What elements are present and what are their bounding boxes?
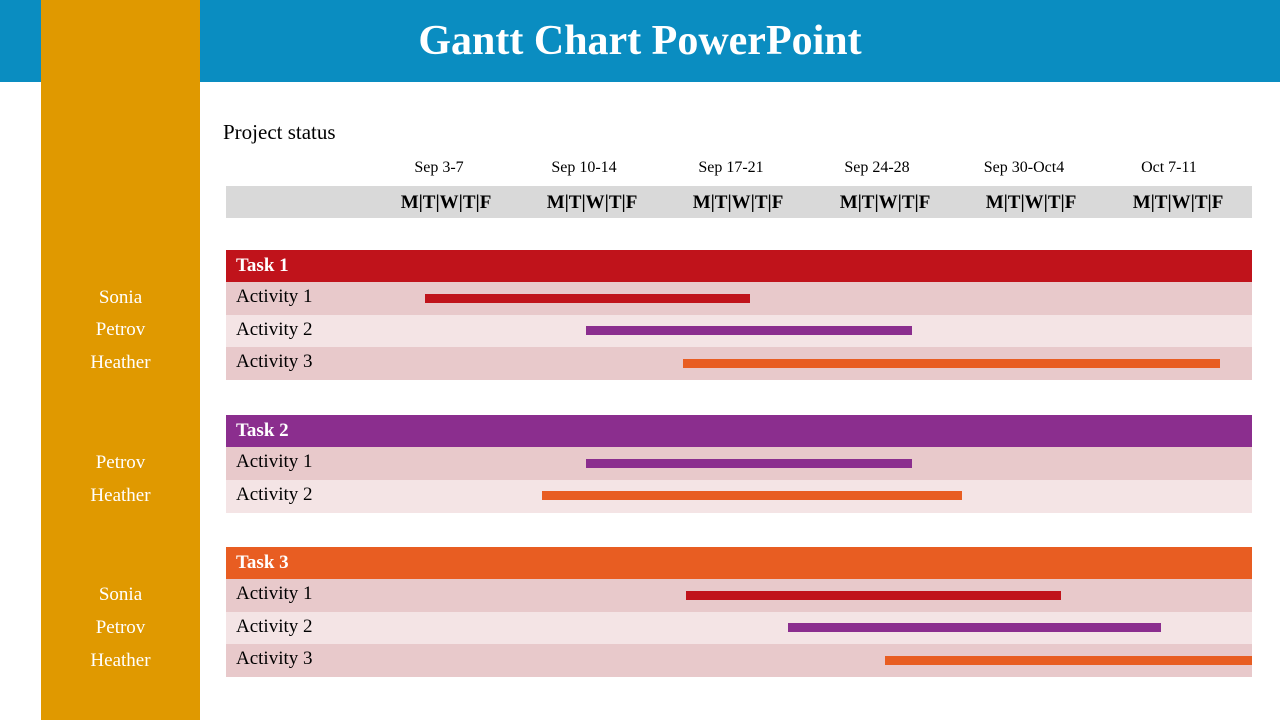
person-name: Heather xyxy=(90,485,151,506)
week-label: Sep 3-7 xyxy=(414,159,464,176)
activity-bar xyxy=(586,458,912,468)
day-label: M|T|W|T|F xyxy=(692,192,784,213)
people-sidebar xyxy=(41,0,200,720)
day-label: M|T|W|T|F xyxy=(546,192,638,213)
person-name: Sonia xyxy=(98,287,143,308)
day-header-row xyxy=(226,186,1252,218)
week-label: Sep 10-14 xyxy=(551,159,617,176)
activity-label: Activity 3 xyxy=(236,648,313,669)
week-label: Sep 17-21 xyxy=(698,159,764,176)
title-bar xyxy=(0,0,1280,82)
day-label: M|T|W|T|F xyxy=(839,192,931,213)
activity-bar xyxy=(682,358,1220,368)
activity-label: Activity 2 xyxy=(236,615,313,637)
week-label: Oct 7-11 xyxy=(1141,159,1197,176)
activity-label: Activity 1 xyxy=(236,286,313,307)
task-label: Task 3 xyxy=(236,552,289,573)
activity-bar xyxy=(885,655,1252,665)
activity-row: Activity 1 xyxy=(226,579,1252,612)
task-label: Task 1 xyxy=(236,255,289,276)
activity-label: Activity 2 xyxy=(236,483,313,505)
activity-bar xyxy=(788,623,1161,633)
activity-bar xyxy=(424,293,751,303)
day-label: M|T|W|T|F xyxy=(400,192,492,213)
person-name: Petrov xyxy=(95,452,146,473)
day-label: M|T|W|T|F xyxy=(985,192,1077,213)
week-label: Sep 30-Oct4 xyxy=(983,159,1065,176)
activity-bar xyxy=(542,491,962,501)
task-label: Task 2 xyxy=(236,420,289,441)
person-name: Sonia xyxy=(98,584,143,605)
activity-bar xyxy=(586,326,912,336)
activity-bar xyxy=(685,590,1062,600)
slide-title: Gantt Chart PowerPoint xyxy=(418,18,862,64)
task-header: Task 3 xyxy=(226,547,1252,579)
activity-label: Activity 1 xyxy=(236,451,313,472)
person-name: Heather xyxy=(90,650,151,671)
week-label: Sep 24-28 xyxy=(844,159,910,176)
person-name: Petrov xyxy=(95,319,146,340)
activity-label: Activity 2 xyxy=(236,318,313,340)
project-status-label: Project status xyxy=(223,120,336,144)
person-name: Petrov xyxy=(95,617,146,638)
day-label: M|T|W|T|F xyxy=(1132,192,1224,213)
activity-label: Activity 3 xyxy=(236,351,313,372)
activity-label: Activity 1 xyxy=(236,583,313,604)
task-header: Task 2 xyxy=(226,415,1252,447)
task-header: Task 1 xyxy=(226,250,1252,282)
person-name: Heather xyxy=(90,352,151,373)
